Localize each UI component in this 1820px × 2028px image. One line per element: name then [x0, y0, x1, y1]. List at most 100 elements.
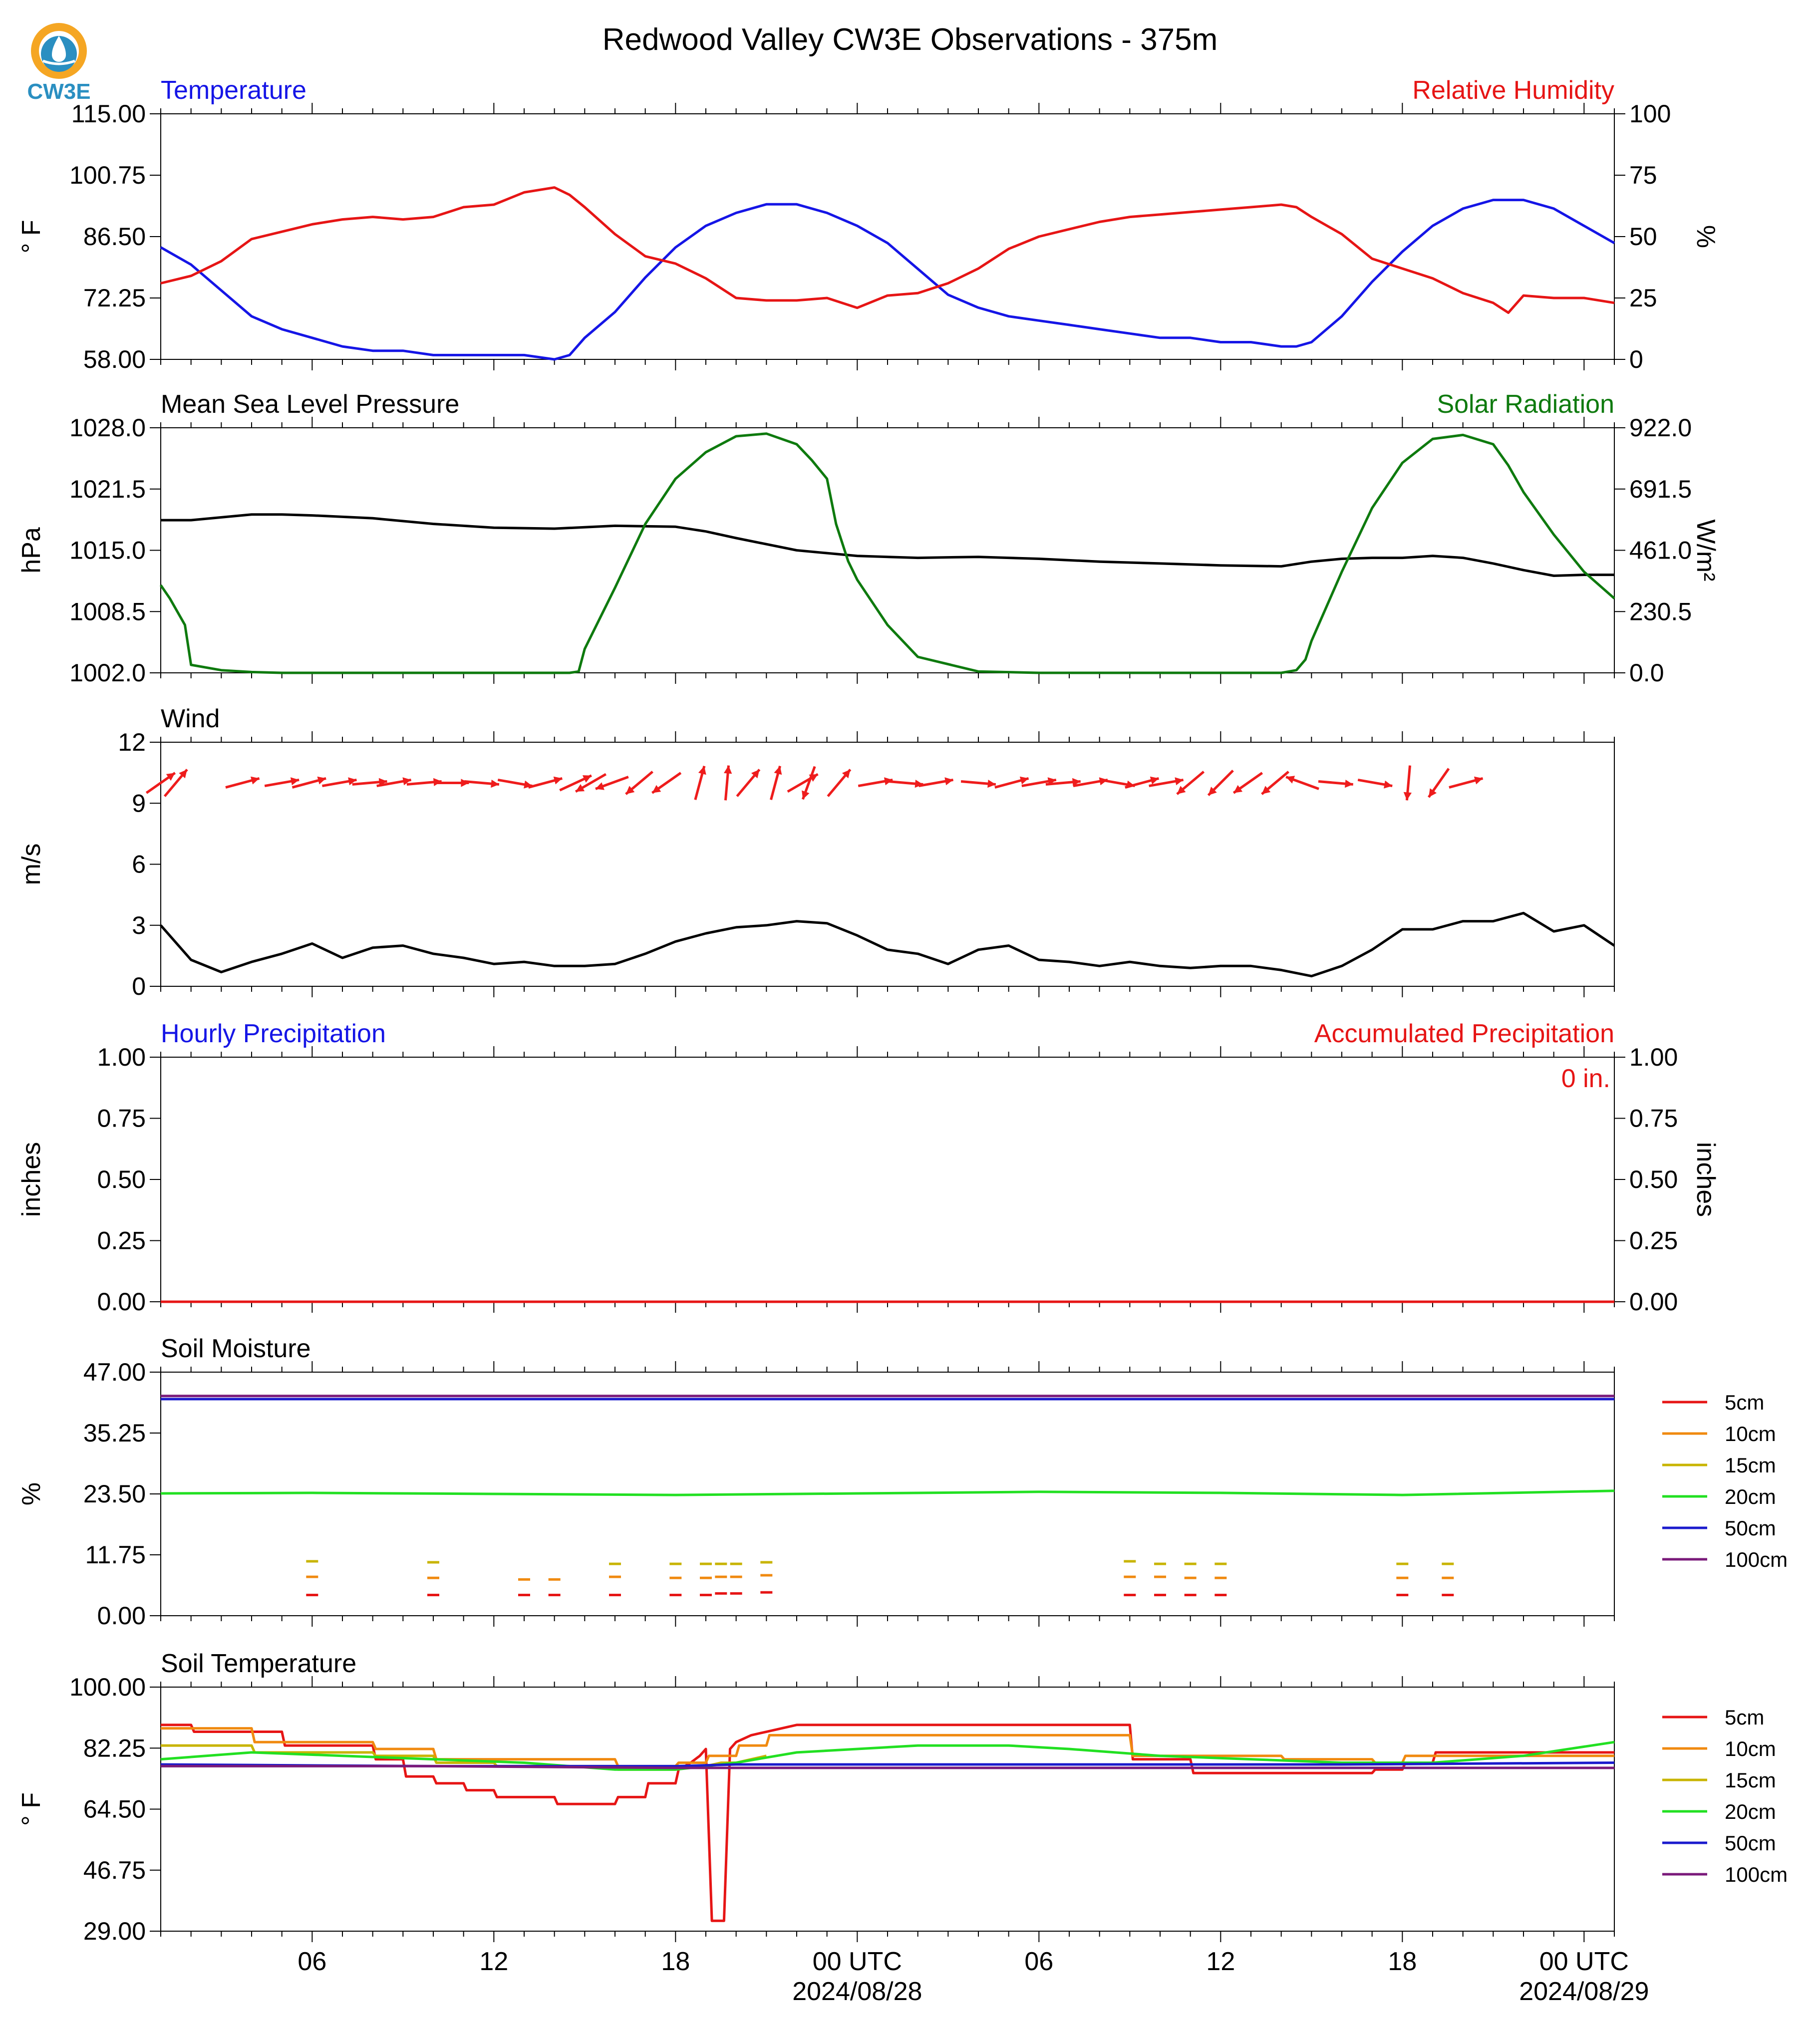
wind-arrow-head	[576, 784, 585, 792]
wind-arrow-head	[1019, 776, 1029, 785]
legend-label: 100cm	[1725, 1548, 1788, 1571]
wind-arrow-head	[179, 769, 187, 779]
y-tick-label-left: 11.75	[85, 1541, 146, 1569]
panel-title-right: Relative Humidity	[1412, 76, 1614, 105]
y-tick-label-left: 86.50	[83, 223, 146, 251]
wind-arrow-head	[582, 775, 592, 783]
wind-arrow-head	[290, 777, 300, 786]
wind-arrow-head	[166, 773, 175, 781]
y-tick-label-right: 691.5	[1629, 475, 1692, 503]
wind-arrow-head	[944, 777, 953, 786]
y-tick-label-right: 0.75	[1629, 1105, 1678, 1133]
wind-arrow-head	[491, 780, 499, 788]
y-tick-label-right: 1.00	[1629, 1043, 1678, 1071]
wind-arrow-head	[1233, 785, 1243, 793]
series-relative-humidity	[160, 186, 1615, 314]
wind-arrow-head	[652, 785, 661, 793]
wind-arrow-head	[251, 776, 260, 785]
panel-title-right: Solar Radiation	[1437, 390, 1614, 419]
accumulated-precip-total: 0 in.	[1561, 1064, 1610, 1093]
y-tick-label-left: 1.00	[97, 1043, 146, 1071]
y-tick-label-left: 46.75	[83, 1856, 146, 1884]
y-tick-label-right: 461.0	[1629, 537, 1692, 565]
wind-arrow-head	[1429, 788, 1437, 798]
y-axis-label-left: m/s	[17, 844, 46, 885]
y-tick-label-left: 29.00	[83, 1917, 146, 1945]
y-axis-label-right: W/m²	[1691, 519, 1720, 581]
y-tick-label-right: 0.50	[1629, 1165, 1678, 1193]
figure-title: Redwood Valley CW3E Observations - 375m	[603, 22, 1218, 57]
wind-arrow-head	[1384, 780, 1393, 789]
x-date-label: 2024/08/28	[792, 1977, 922, 2006]
y-axis-label-left: %	[17, 1482, 46, 1505]
series-5cm	[161, 1724, 1614, 1922]
wind-arrow-head	[1175, 777, 1184, 786]
panel-title-left: Mean Sea Level Pressure	[161, 390, 459, 419]
series-temperature	[160, 199, 1615, 361]
wind-arrow-head	[698, 766, 706, 775]
wind-arrow-head	[596, 782, 605, 790]
panel-precipitation: 0.00 0.25 0.50 0.75 1.00 0.00 0.25 0.50 0.75 1.00…	[17, 1019, 1720, 1316]
y-tick-label-left: 72.25	[83, 284, 146, 312]
wind-arrow-head	[1261, 786, 1271, 794]
wind-arrow-head	[914, 780, 923, 788]
y-tick-label-left: 1021.5	[69, 475, 146, 503]
series-wind-speed	[160, 911, 1615, 978]
y-tick-label-left: 1002.0	[69, 659, 146, 687]
panel-soil-moisture: 0.00 11.75 23.50 35.25 47.00 Soil Moisture% 5c…	[17, 1334, 1788, 1630]
y-tick-label-left: 58.00	[83, 345, 146, 373]
y-tick-label-right: 0	[1629, 345, 1643, 373]
y-axis-label-left: ° F	[17, 220, 46, 253]
y-tick-label-left: 1015.0	[69, 537, 146, 565]
series-20cm	[160, 1740, 1615, 1771]
wind-arrow-head	[1345, 780, 1353, 788]
y-tick-label-left: 35.25	[83, 1419, 146, 1447]
y-tick-label-right: 25	[1629, 284, 1657, 312]
y-tick-label-left: 100.00	[69, 1673, 146, 1701]
legend-label: 10cm	[1725, 1422, 1776, 1446]
x-tick-label: 06	[1024, 1947, 1053, 1976]
panel-title-left: Temperature	[161, 76, 306, 105]
panel-soil-temperature: 29.00 46.75 64.50 82.25 100.00 Soil Temperatu…	[17, 1649, 1788, 1945]
y-tick-label-left: 12	[118, 728, 146, 756]
wind-arrow-head	[1150, 776, 1159, 785]
wind-arrow-head	[1286, 776, 1295, 784]
wind-arrow-head	[348, 777, 357, 786]
x-tick-label: 00 UTC	[1539, 1947, 1629, 1976]
wind-arrow-head	[402, 777, 411, 786]
panel-title-right: Accumulated Precipitation	[1314, 1019, 1614, 1048]
wind-arrow-head	[751, 769, 760, 779]
wind-arrow-head	[553, 776, 563, 785]
wind-arrow-head	[625, 786, 635, 794]
y-tick-label-left: 0	[132, 972, 146, 1000]
panel-title-left: Wind	[161, 704, 220, 733]
panel-temperature-rh: 58.00 72.25 86.50 100.75 115.00 0 25 50 75 100 Tem…	[17, 76, 1720, 373]
y-tick-label-right: 100	[1629, 100, 1671, 128]
wind-arrow-head	[1403, 792, 1412, 801]
wind-arrow-head	[774, 766, 782, 775]
y-tick-label-left: 0.75	[97, 1105, 146, 1133]
legend-label: 5cm	[1725, 1391, 1764, 1414]
wind-arrow-head	[1072, 778, 1081, 786]
panel-title-left: Soil Temperature	[161, 1649, 356, 1678]
plot-frame	[160, 427, 1615, 673]
y-tick-label-left: 64.50	[83, 1795, 146, 1823]
y-tick-label-left: 100.75	[69, 161, 146, 189]
y-tick-label-right: 75	[1629, 161, 1657, 189]
wind-arrow-head	[1177, 786, 1186, 794]
x-date-label: 2024/08/29	[1519, 1977, 1649, 2006]
wind-arrow-head	[987, 780, 996, 788]
legend-label: 5cm	[1725, 1706, 1764, 1729]
y-tick-label-left: 6	[132, 851, 146, 878]
series-20cm	[160, 1489, 1615, 1496]
series-100cm	[161, 1764, 1614, 1769]
y-tick-label-right: 0.25	[1629, 1227, 1678, 1255]
panel-wind: 0 3 6 9 12 Wind m/s	[17, 704, 1615, 1000]
panel-title-left: Hourly Precipitation	[161, 1019, 386, 1048]
x-tick-label: 06	[298, 1947, 326, 1976]
wind-arrow-head	[461, 779, 469, 787]
wind-arrow-head	[1208, 787, 1217, 796]
plot-frame	[160, 1057, 1615, 1302]
x-tick-label: 18	[1388, 1947, 1417, 1976]
